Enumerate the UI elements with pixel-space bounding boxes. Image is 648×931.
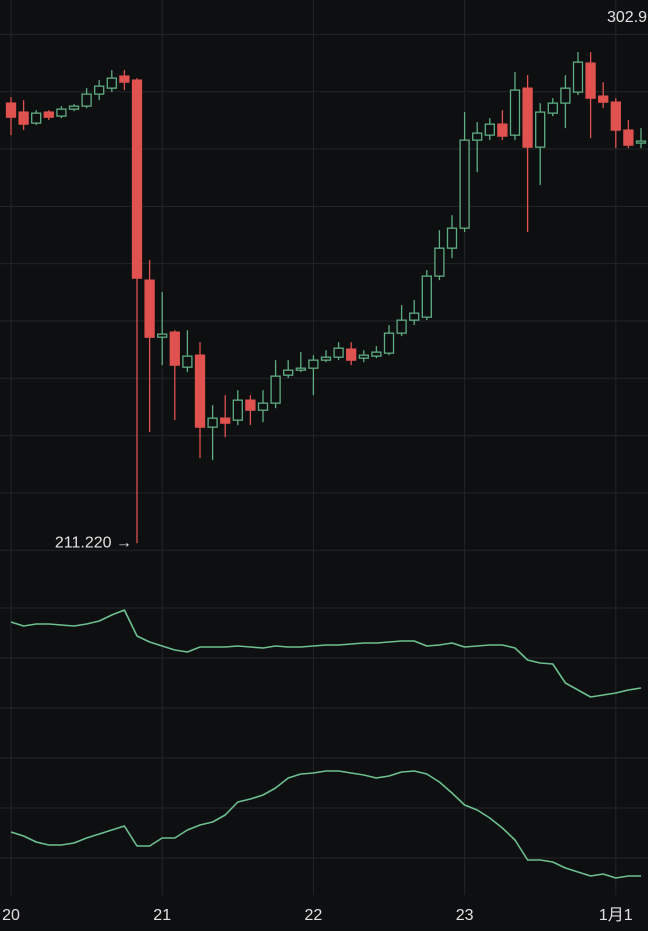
- candle-body: [522, 87, 533, 148]
- candle-body: [81, 93, 92, 107]
- x-tick-label: 21: [153, 907, 171, 924]
- candle-body: [295, 367, 306, 371]
- candle-body: [547, 102, 558, 114]
- candle-body: [257, 402, 269, 411]
- candle-body: [157, 333, 168, 338]
- candle-body: [18, 111, 29, 125]
- candle-body: [497, 123, 508, 137]
- candle-body: [623, 129, 634, 146]
- x-tick-label: 23: [456, 907, 474, 924]
- candle-body: [182, 355, 193, 368]
- candle-body: [560, 87, 571, 104]
- candle-body: [472, 132, 483, 141]
- candle-body: [194, 354, 206, 428]
- candle-body: [610, 101, 621, 131]
- candle-body: [245, 399, 256, 411]
- candle-body: [396, 319, 407, 334]
- candle-body: [371, 351, 382, 357]
- x-tick-label: 1月1: [599, 907, 633, 924]
- candle-body: [68, 105, 80, 110]
- candle-body: [169, 331, 180, 366]
- candle-body: [31, 112, 42, 124]
- candle-body: [635, 140, 647, 144]
- indicator-line: [10, 609, 642, 698]
- candle-body: [270, 375, 281, 404]
- candle-body: [308, 359, 319, 369]
- candle-body: [119, 75, 130, 83]
- candle-body: [346, 348, 357, 361]
- candle-body: [43, 111, 54, 118]
- candle-body: [131, 79, 143, 279]
- candle-body: [434, 247, 445, 277]
- candle-body: [207, 417, 218, 428]
- candle-body: [320, 356, 332, 361]
- candle-body: [358, 354, 369, 359]
- marks-layer: [5, 52, 647, 879]
- candle-body: [5, 102, 17, 118]
- candle-body: [220, 417, 231, 424]
- candle-body: [106, 77, 117, 89]
- candle-body: [283, 369, 294, 376]
- candle-body: [484, 123, 495, 136]
- x-tick-label: 20: [2, 907, 20, 924]
- candle-body: [409, 312, 420, 321]
- candle-body: [509, 89, 521, 136]
- candle-body: [94, 85, 105, 95]
- labels-layer: 20 21 22 23 1月1 302.9 211.220 →: [2, 9, 647, 924]
- candle-body: [56, 108, 67, 117]
- candle-body: [572, 61, 584, 93]
- x-tick-label: 22: [305, 907, 323, 924]
- candle-body: [333, 347, 344, 358]
- candle-body: [421, 275, 432, 318]
- candle-body: [459, 139, 470, 229]
- candle-body: [383, 332, 395, 354]
- candle-body: [446, 227, 458, 249]
- price-annotation: 302.9: [607, 9, 647, 26]
- candle-body: [535, 111, 546, 148]
- candle-body: [598, 95, 609, 103]
- indicator-line: [10, 770, 641, 879]
- candle-body: [585, 62, 596, 99]
- candle-body: [144, 279, 155, 338]
- price-annotation: 211.220 →: [55, 534, 132, 551]
- candle-body: [232, 399, 243, 421]
- grid-layer: [0, 0, 648, 895]
